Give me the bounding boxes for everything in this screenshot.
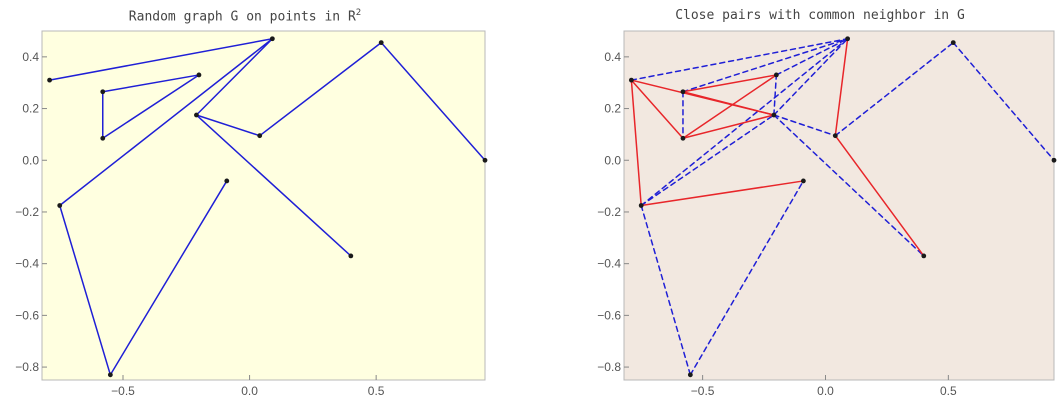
right-solid-edge bbox=[834, 38, 849, 137]
right-chart-panel: Close pairs with common neighbor in G −0… bbox=[582, 0, 1058, 411]
right-dashed-edge bbox=[834, 41, 955, 137]
left-node bbox=[482, 157, 488, 163]
left-edges bbox=[48, 38, 486, 376]
left-chart-title: Random graph G on points in R2 bbox=[128, 8, 362, 25]
left-edge bbox=[109, 180, 228, 376]
right-solid-edge bbox=[834, 134, 925, 257]
right-nodes bbox=[628, 36, 1057, 378]
right-node bbox=[845, 36, 850, 42]
right-plot: −0.5 0.0 0.5 0.4 0.2 0.0 −0.2 −0.4 −0.6 −0.8 bbox=[597, 30, 1057, 398]
right-dashed-edge bbox=[773, 114, 925, 257]
right-dashed-edge bbox=[775, 38, 849, 76]
left-edge bbox=[58, 38, 274, 207]
right-axis-ticks: −0.5 0.0 0.5 0.4 0.2 0.0 −0.2 −0.4 −0.6 −0.8 bbox=[597, 50, 957, 398]
right-dashed-edge bbox=[640, 204, 692, 376]
right-edges bbox=[630, 38, 1055, 376]
right-y-tick-label: −0.6 bbox=[597, 308, 621, 322]
left-y-tick-label: 0.0 bbox=[22, 153, 39, 167]
right-dashed-edge bbox=[952, 41, 1055, 162]
left-edge bbox=[195, 114, 352, 257]
right-y-tick-label: −0.8 bbox=[597, 360, 621, 374]
right-solid-edge bbox=[630, 79, 684, 140]
left-node bbox=[196, 72, 202, 78]
right-solid-edge bbox=[682, 74, 778, 93]
left-node bbox=[257, 133, 263, 139]
left-edge bbox=[48, 38, 274, 81]
left-x-tick-label: −0.5 bbox=[111, 384, 135, 398]
right-node bbox=[950, 40, 956, 46]
right-dashed-edge bbox=[640, 114, 775, 207]
left-nodes bbox=[47, 36, 488, 378]
left-chart-panel: Random graph G on points in R2 −0.5 0.0 0.… bbox=[0, 0, 490, 411]
right-y-tick-label: −0.2 bbox=[597, 205, 621, 219]
right-node bbox=[771, 112, 777, 118]
right-dashed-edge bbox=[773, 114, 837, 137]
left-edge bbox=[195, 38, 274, 116]
left-node bbox=[100, 135, 106, 141]
left-plot: −0.5 0.0 0.5 0.4 0.2 0.0 −0.2 −0.4 −0.6 −0.8 bbox=[15, 30, 488, 398]
left-x-tick-label: 0.0 bbox=[241, 384, 258, 398]
left-edge bbox=[102, 74, 200, 93]
left-y-tick-label: −0.6 bbox=[15, 308, 39, 322]
left-node bbox=[194, 112, 199, 118]
left-edge bbox=[380, 41, 486, 162]
right-node bbox=[800, 178, 806, 184]
left-y-tick-label: −0.2 bbox=[15, 205, 39, 219]
right-solid-edge bbox=[682, 114, 775, 140]
right-node bbox=[680, 89, 686, 95]
left-node bbox=[378, 40, 384, 46]
left-y-tick-label: −0.4 bbox=[15, 257, 39, 271]
right-dashed-edge bbox=[773, 74, 778, 116]
right-solid-edge bbox=[682, 74, 778, 140]
right-y-tick-label: 0.4 bbox=[604, 50, 621, 64]
left-y-tick-label: 0.4 bbox=[22, 50, 39, 64]
right-node bbox=[832, 133, 838, 139]
left-node bbox=[47, 77, 52, 83]
right-node bbox=[680, 135, 686, 141]
left-edge bbox=[58, 204, 112, 376]
right-plot-frame bbox=[623, 30, 1055, 381]
right-node bbox=[687, 372, 693, 378]
right-chart-title: Close pairs with common neighbor in G bbox=[675, 8, 965, 23]
right-solid-edge bbox=[630, 79, 642, 207]
right-node bbox=[1051, 157, 1057, 163]
left-node bbox=[57, 203, 63, 208]
left-node bbox=[224, 178, 230, 184]
right-solid-edge bbox=[682, 91, 775, 116]
right-x-tick-label: −0.5 bbox=[691, 384, 715, 398]
right-dashed-edge bbox=[689, 180, 805, 376]
right-y-tick-label: 0.2 bbox=[604, 102, 621, 116]
right-dashed-edge bbox=[773, 38, 849, 116]
left-y-tick-label: −0.8 bbox=[15, 360, 39, 374]
left-plot-frame bbox=[41, 30, 486, 381]
right-node bbox=[921, 253, 927, 259]
left-node bbox=[348, 253, 354, 259]
right-x-tick-label: 0.0 bbox=[817, 384, 834, 398]
left-edge bbox=[102, 74, 200, 140]
right-dashed-edge bbox=[640, 38, 849, 207]
right-dashed-edge bbox=[630, 38, 849, 81]
left-y-tick-label: 0.2 bbox=[22, 102, 39, 116]
right-node bbox=[773, 72, 779, 78]
left-axis-ticks: −0.5 0.0 0.5 0.4 0.2 0.0 −0.2 −0.4 −0.6 −0.8 bbox=[15, 50, 385, 398]
right-x-tick-label: 0.5 bbox=[940, 384, 957, 398]
right-y-tick-label: −0.4 bbox=[597, 257, 621, 271]
right-solid-edge bbox=[640, 180, 805, 207]
left-node bbox=[269, 36, 275, 42]
right-dashed-edge bbox=[682, 38, 849, 93]
right-y-tick-label: 0.0 bbox=[604, 153, 621, 167]
right-node bbox=[628, 77, 634, 83]
left-edge bbox=[258, 41, 382, 137]
left-x-tick-label: 0.5 bbox=[368, 384, 385, 398]
left-edge bbox=[195, 114, 261, 137]
left-node bbox=[107, 372, 113, 378]
right-node bbox=[638, 203, 644, 208]
left-node bbox=[100, 89, 106, 95]
